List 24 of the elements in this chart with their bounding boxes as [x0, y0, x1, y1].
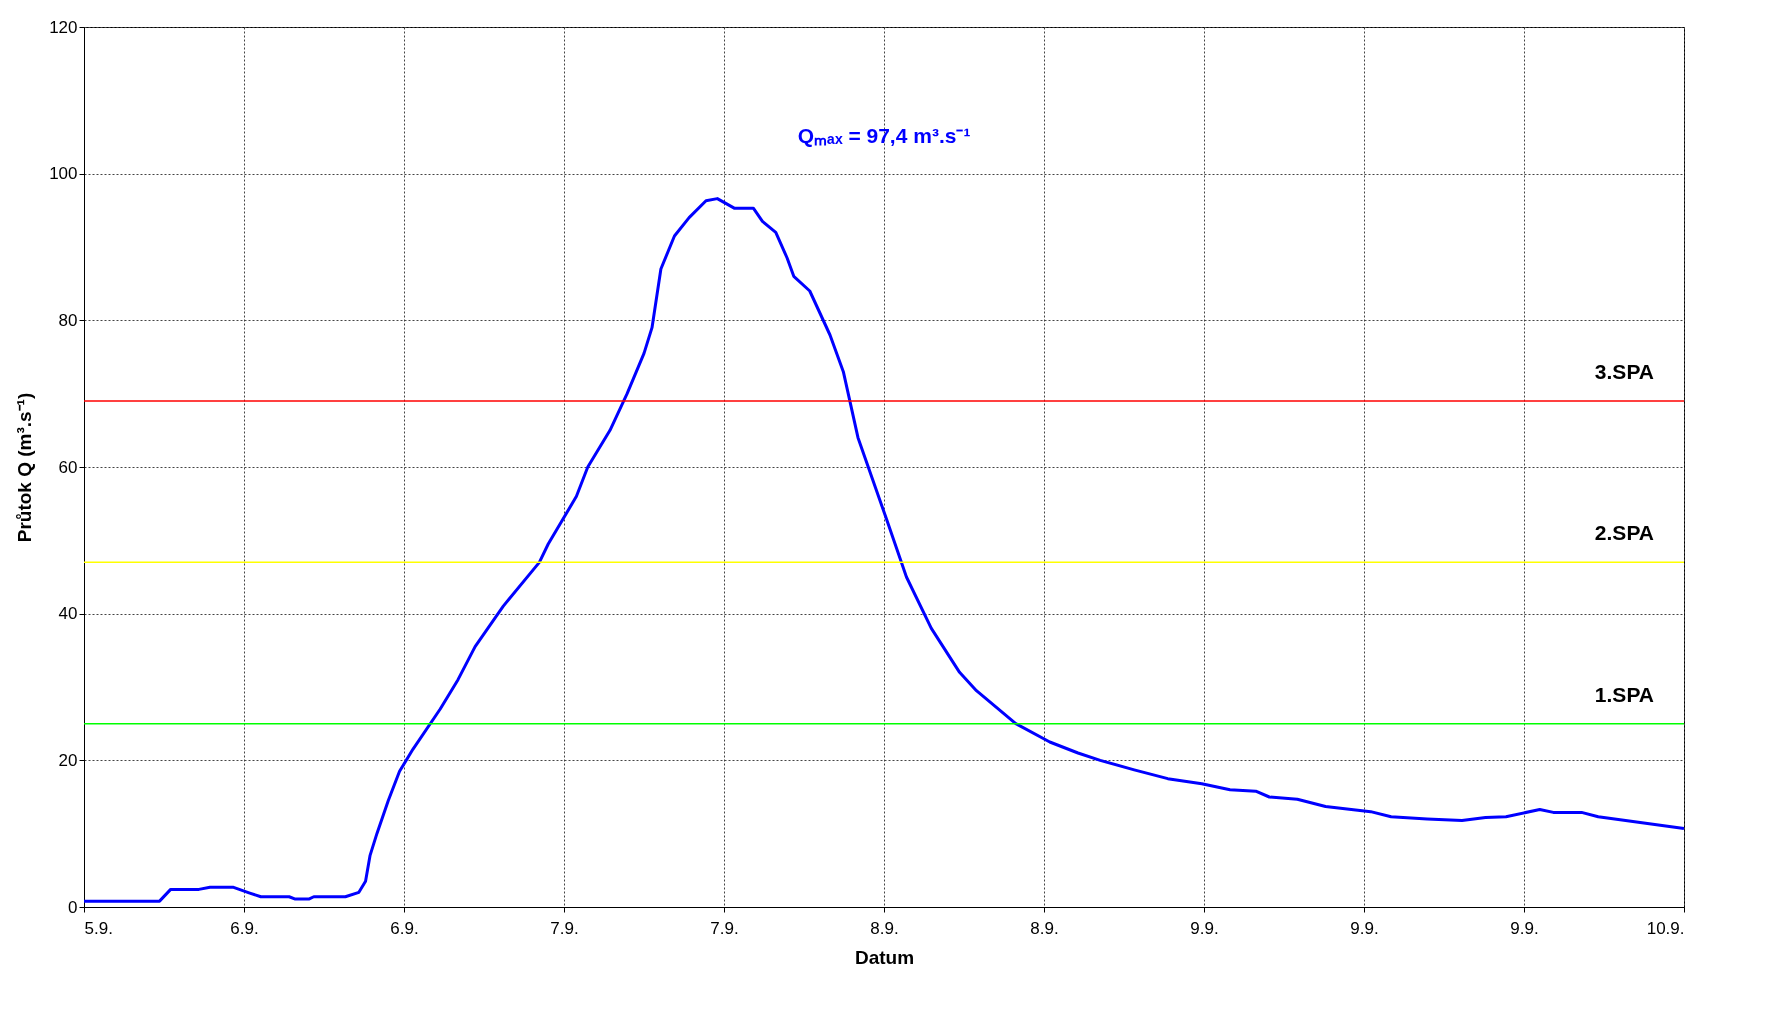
x-axis-title: Datum — [854, 946, 915, 968]
x-tick-label: 6.9. — [390, 918, 419, 938]
y-axis-title: Průtok Q (m³.s⁻¹) — [14, 392, 36, 543]
x-tick-label: 8.9. — [1030, 918, 1059, 938]
x-tick-label: 9.9. — [1190, 918, 1219, 938]
y-tick-label: 60 — [58, 457, 78, 477]
x-tick-label: 9.9. — [1510, 918, 1539, 938]
x-tick-label: 7.9. — [710, 918, 739, 938]
x-tick-label: 9.9. — [1350, 918, 1379, 938]
y-tick-label: 100 — [49, 164, 78, 184]
ref-line-label: 3.SPA — [1594, 360, 1654, 383]
y-tick-label: 0 — [68, 897, 78, 917]
x-tick-label: 8.9. — [870, 918, 899, 938]
annotation: Qₘₐₓ = 97,4 m³.s⁻¹ — [797, 124, 971, 147]
x-tick-label: 6.9. — [230, 918, 259, 938]
x-tick-label: 5.9. — [84, 918, 113, 938]
y-tick-label: 80 — [58, 310, 78, 330]
y-tick-label: 40 — [58, 604, 78, 624]
y-tick-label: 120 — [49, 17, 78, 37]
y-tick-label: 20 — [58, 750, 78, 770]
ref-line-label: 1.SPA — [1594, 682, 1654, 706]
x-tick-label: 7.9. — [550, 918, 579, 938]
x-tick-label: 10.9. — [1646, 918, 1685, 938]
ref-line-label: 2.SPA — [1594, 521, 1654, 545]
